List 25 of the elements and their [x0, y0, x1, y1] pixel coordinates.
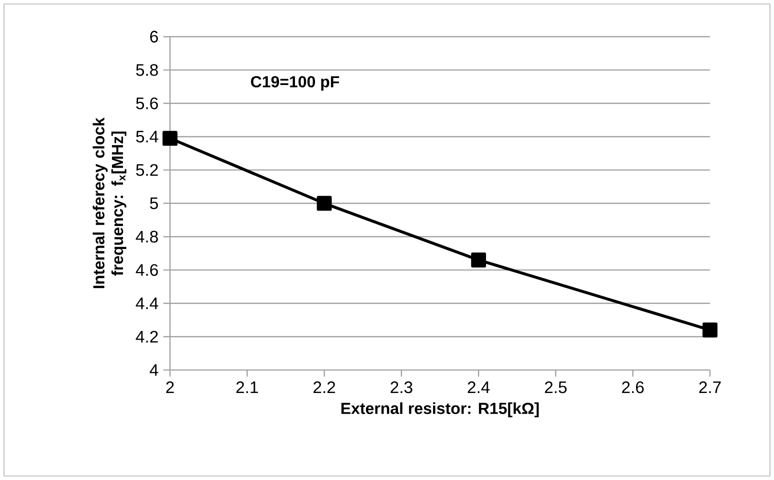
y-tick-label: 5.2: [136, 164, 158, 176]
point: [702, 322, 718, 338]
y-tick-label: 5.4: [136, 130, 158, 142]
x-axis-title: External resistor: R15[kΩ]: [341, 402, 539, 418]
annotation: C19=100 pF: [250, 76, 340, 91]
x-tick-label: 2.1: [236, 381, 258, 394]
point: [471, 252, 486, 268]
x-tick-label: 2: [166, 381, 174, 394]
x-tick-label: 2.7: [699, 381, 721, 394]
x-tick-label: 2.2: [314, 381, 336, 394]
x-tick-label: 2.3: [390, 381, 412, 394]
y-tick-label: 5.6: [136, 97, 158, 110]
point: [162, 130, 178, 146]
point: [316, 196, 332, 211]
x-tick-label: 2.6: [622, 381, 644, 394]
y-tick-label: 5.8: [136, 64, 158, 76]
y-tick-label: 5: [150, 198, 158, 210]
y-tick-label: 4: [150, 364, 158, 376]
y-tick-label: 6: [150, 30, 158, 43]
y-tick-label: 4.2: [136, 330, 158, 342]
y-tick-label: 4.6: [136, 264, 158, 276]
y-tick-label: 4.4: [136, 298, 158, 310]
y-tick-label: 4.8: [136, 230, 158, 243]
x-tick-label: 2.5: [544, 381, 567, 394]
x-tick-label: 2.4: [468, 381, 490, 394]
